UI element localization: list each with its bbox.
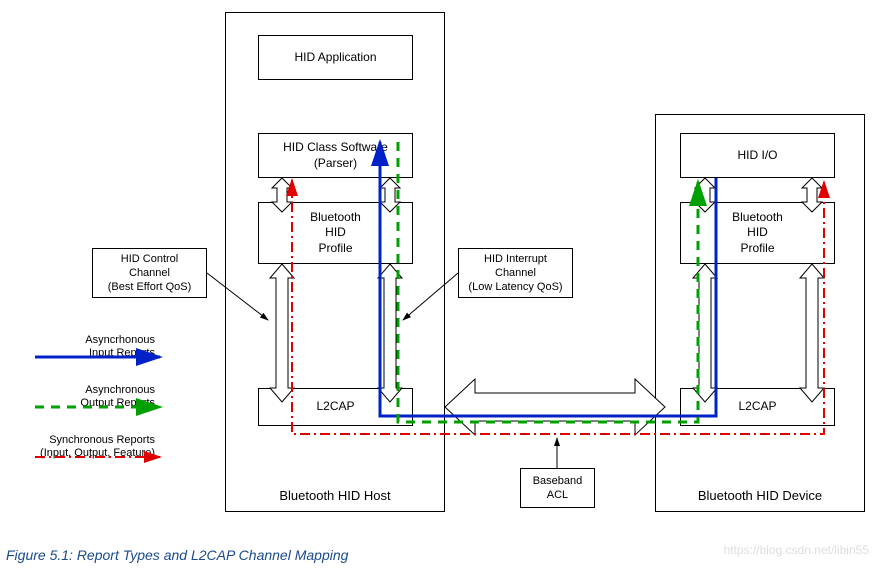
diagram-root: Bluetooth HID Host Bluetooth HID Device … (0, 0, 881, 571)
arrow-overlay (0, 0, 881, 571)
flow-async-input (380, 142, 716, 416)
figure-caption: Figure 5.1: Report Types and L2CAP Chann… (6, 547, 348, 563)
watermark-text: https://blog.csdn.net/libin55 (724, 543, 869, 557)
interrupt-channel-pointer (403, 273, 458, 320)
control-channel-pointer (207, 273, 268, 320)
flow-async-output (398, 142, 698, 422)
host-vertical-arrows (270, 178, 402, 402)
device-vertical-arrows (693, 178, 824, 402)
l2cap-horizontal-arrow (445, 379, 665, 435)
